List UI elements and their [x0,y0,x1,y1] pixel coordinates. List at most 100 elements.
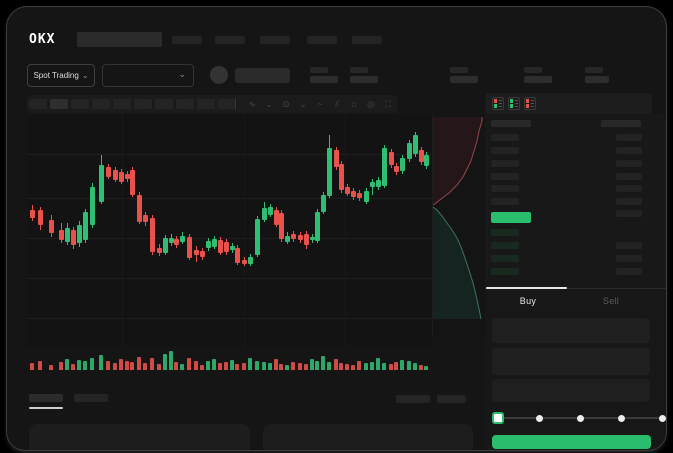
market-type-dropdown[interactable]: Spot Trading ⌄ [27,64,95,87]
skeleton-stat-value [350,76,378,83]
icon-line [515,106,518,107]
volume-bar [143,363,147,370]
gridline [122,115,123,347]
depth-ask-line [433,117,483,206]
candle-body [65,228,70,242]
submit-buy-button[interactable] [492,435,651,449]
icon-line [515,103,518,104]
skeleton-timeframe-button[interactable] [197,99,215,109]
skeleton-timeframe-button[interactable] [176,99,194,109]
chevron-down-icon: ⌄ [178,69,186,79]
skeleton-bottom-right-item[interactable] [396,395,430,403]
candle-body [218,240,223,253]
volume-bar [157,364,161,370]
line-tool-icon[interactable]: ~ [317,99,323,109]
candle-body [334,150,339,167]
amount-slider[interactable] [485,405,666,431]
orderbook-amount-skeleton [616,198,642,205]
candle-body [150,218,155,252]
icon-line [499,106,502,107]
candle-body [304,234,309,245]
skeleton-timeframe-button[interactable] [155,99,173,109]
chevron-down-icon: ⌄ [81,71,89,80]
candle-body [157,248,162,253]
candle-body [394,166,399,172]
volume-bar [327,362,331,370]
tab-buy[interactable]: Buy [519,296,537,306]
skeleton-nav-item [215,36,245,44]
slider-stop-dot[interactable] [658,414,666,422]
skeleton-timeframe-button[interactable] [218,99,236,109]
bottom-panel-left [29,424,250,450]
settings-icon[interactable]: ◎ [367,99,375,109]
slider-stop-dot[interactable] [535,414,543,422]
candle-wick [372,179,373,195]
volume-bar [394,362,398,370]
candle-body [389,152,394,165]
slider-stop-dot[interactable] [576,414,584,422]
volume-bar [180,364,184,370]
candle-type-icon[interactable]: ∿ [248,99,256,109]
volume-bar [382,363,386,370]
skeleton-bottom-tab-active[interactable] [29,394,63,402]
gridline [345,115,346,347]
candle-body [382,148,387,186]
skeleton-stat-value [310,76,338,83]
candle-type-chevron-icon[interactable]: ⌄ [265,99,273,109]
price-input-placeholder[interactable] [492,318,650,343]
icon-bottom-cell [526,104,529,108]
candle-body [268,207,273,215]
volume-bar [389,364,393,370]
skeleton-timeframe-button[interactable] [134,99,152,109]
amount-input-placeholder[interactable] [492,348,650,375]
skeleton-stat-label [350,67,368,73]
total-input-placeholder[interactable] [492,379,650,402]
candle-body [224,242,229,252]
gridline [244,115,245,347]
skeleton-timeframe-button[interactable] [71,99,89,109]
depth-ask-area [433,117,482,205]
volume-bar [321,356,325,370]
skeleton-timeframe-button[interactable] [113,99,131,109]
skeleton-bottom-tab[interactable] [74,394,108,402]
candle-body [291,234,296,239]
skeleton-timeframe-button[interactable] [29,99,47,109]
indicators-chevron-icon[interactable]: ⌄ [299,99,307,109]
skeleton-nav-item [172,36,202,44]
compare-icon[interactable]: ⫽ [334,99,339,109]
fullscreen-icon[interactable]: ⛶ [384,99,392,109]
tab-sell[interactable]: Sell [602,296,620,306]
orderbook-amount-skeleton [601,120,641,127]
candlestick-chart[interactable] [27,115,432,347]
orderbook-asks-icon[interactable] [524,97,536,110]
candle-body [274,210,279,225]
volume-bar [130,362,134,370]
volume-bar [242,363,246,370]
skeleton-timeframe-button[interactable] [92,99,110,109]
slider-stop-dot[interactable] [617,414,625,422]
candle-body [351,191,356,197]
brand-logo[interactable]: OKX [29,32,56,47]
orderbook-amount-skeleton [616,185,642,192]
orderbook-bids-icon[interactable] [508,97,520,110]
candle-body [83,212,88,240]
indicators-icon[interactable]: ⊙ [282,99,290,109]
skeleton-bottom-right-item[interactable] [437,395,466,403]
volume-bar [206,361,210,370]
candle-body [279,213,284,239]
icon-top-cell [494,99,497,103]
pair-dropdown[interactable]: ⌄ [102,64,194,87]
icon-line [499,103,502,104]
skeleton-timeframe-button[interactable] [50,99,68,109]
candle-body [424,155,429,166]
volume-bar [376,358,380,370]
volume-bar [106,361,110,370]
candle-body [180,236,185,242]
volume-bar [419,365,423,370]
orderbook-both-icon[interactable] [492,97,504,110]
candle-body [163,238,168,253]
candle-body [125,174,130,179]
slider-handle[interactable] [492,412,504,424]
gridline [27,154,432,155]
snapshot-icon[interactable]: ⌂ [351,99,357,109]
